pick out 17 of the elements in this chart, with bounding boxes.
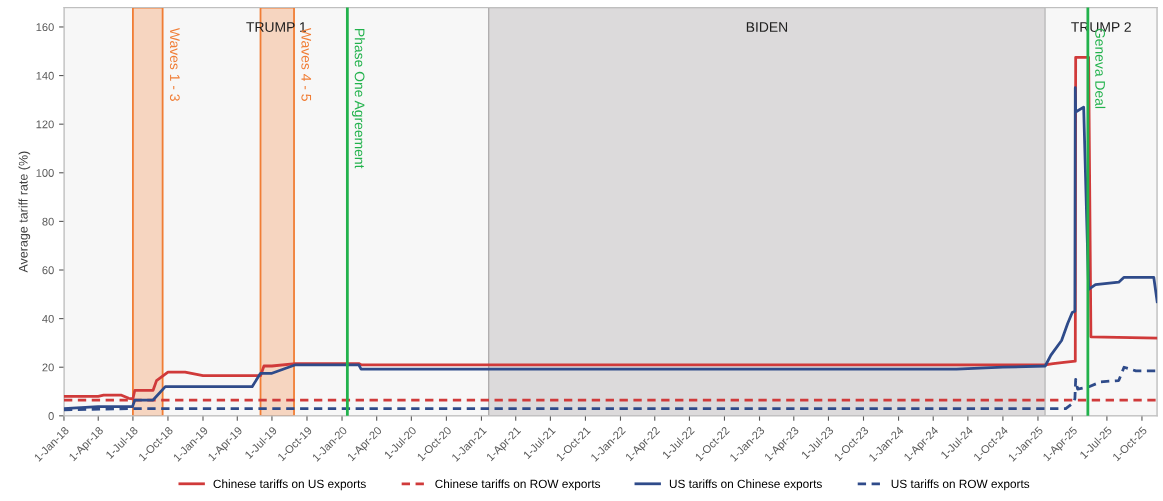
legend-label: US tariffs on Chinese exports	[669, 479, 822, 491]
y-tick-label: 120	[36, 120, 54, 129]
band-label: BIDEN	[746, 22, 788, 32]
y-tick-label: 40	[42, 314, 54, 323]
legend-label: US tariffs on ROW exports	[891, 479, 1030, 491]
y-axis-title: Average tariff rate (%)	[18, 151, 31, 273]
y-tick-label: 0	[48, 412, 54, 420]
y-tick-label: 20	[42, 363, 54, 372]
legend-label: Chinese tariffs on US exports	[213, 479, 366, 491]
y-tick-label: 160	[36, 23, 54, 32]
band-label: Waves 1 - 3	[169, 27, 180, 101]
y-tick-label: 60	[42, 266, 54, 275]
y-tick-label: 100	[36, 169, 54, 177]
legend-label: Chinese tariffs on ROW exports	[435, 479, 601, 491]
y-tick-label: 140	[36, 71, 54, 80]
y-tick-label: 80	[42, 217, 54, 226]
ref-line-label: Phase One Agreement	[351, 29, 365, 169]
